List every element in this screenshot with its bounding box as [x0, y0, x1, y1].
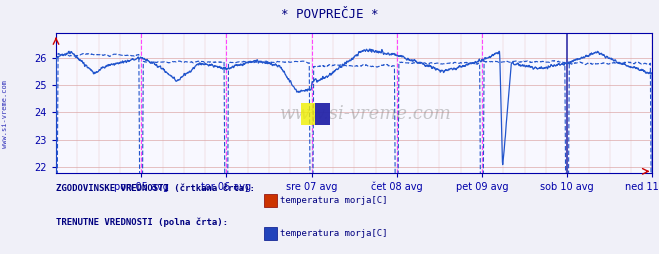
- Text: temperatura morja[C]: temperatura morja[C]: [280, 196, 387, 204]
- FancyBboxPatch shape: [316, 103, 330, 125]
- Text: * POVPREČJE *: * POVPREČJE *: [281, 8, 378, 21]
- Text: ZGODOVINSKE VREDNOSTI (črtkana črta):: ZGODOVINSKE VREDNOSTI (črtkana črta):: [56, 184, 255, 193]
- Text: temperatura morja[C]: temperatura morja[C]: [280, 229, 387, 237]
- Text: www.si-vreme.com: www.si-vreme.com: [280, 105, 452, 123]
- Text: TRENUTNE VREDNOSTI (polna črta):: TRENUTNE VREDNOSTI (polna črta):: [56, 217, 228, 227]
- Text: www.si-vreme.com: www.si-vreme.com: [2, 80, 9, 148]
- FancyBboxPatch shape: [301, 103, 330, 125]
